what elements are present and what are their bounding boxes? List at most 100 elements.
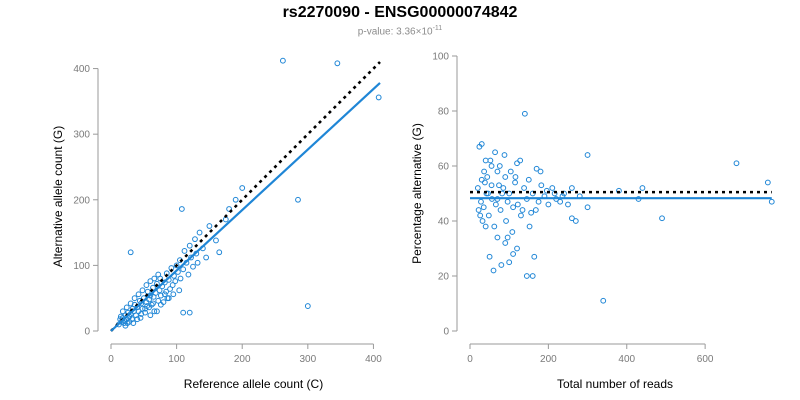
data-point [216, 249, 223, 256]
data-point [531, 253, 538, 260]
data-point [568, 185, 575, 191]
data-point [123, 304, 130, 311]
data-point [178, 206, 185, 212]
data-point [139, 287, 146, 294]
data-point [167, 286, 173, 292]
data-point [477, 212, 484, 219]
data-point [494, 234, 501, 241]
data-point [482, 157, 489, 164]
data-point [514, 245, 520, 252]
data-point [510, 204, 517, 211]
data-point [519, 207, 526, 213]
data-point [535, 198, 542, 205]
reference-line [110, 61, 381, 332]
subtitle-exponent: -11 [432, 25, 443, 32]
data-point [518, 212, 524, 219]
x-axis-label: Total number of reads [557, 377, 673, 391]
data-point [169, 282, 176, 288]
data-point [474, 185, 481, 191]
data-point [504, 234, 511, 241]
y-tick-label: 60 [438, 162, 450, 173]
data-point [119, 308, 126, 315]
x-tick-label: 200 [234, 354, 251, 365]
data-point [491, 223, 498, 230]
data-point [501, 152, 508, 158]
data-point [186, 309, 193, 316]
x-tick-label: 400 [618, 354, 635, 365]
data-point [157, 301, 164, 308]
y-tick-label: 40 [438, 217, 450, 228]
y-tick-label: 100 [73, 261, 90, 272]
data-point [532, 207, 539, 213]
data-point [304, 303, 311, 309]
data-point [521, 185, 527, 191]
data-point [177, 275, 184, 282]
data-point [137, 314, 144, 321]
data-point [279, 57, 286, 64]
data-point [151, 308, 158, 315]
data-point [131, 295, 138, 302]
data-point [538, 182, 545, 189]
data-point [155, 271, 162, 278]
data-point [154, 308, 160, 315]
data-point [192, 236, 198, 243]
data-point [529, 273, 536, 279]
data-point [500, 185, 507, 191]
y-tick-label: 200 [73, 195, 90, 206]
data-point [190, 263, 196, 270]
data-point [181, 248, 188, 254]
data-point [568, 215, 575, 222]
data-point [512, 174, 519, 180]
y-tick-label: 20 [438, 272, 450, 283]
y-tick-label: 0 [443, 327, 449, 338]
x-tick-label: 600 [697, 354, 714, 365]
data-point [176, 287, 183, 294]
data-point [533, 165, 540, 172]
data-point [733, 160, 740, 167]
data-point [543, 187, 550, 194]
data-point [659, 215, 665, 222]
x-tick-label: 400 [365, 354, 382, 365]
data-point [475, 207, 482, 213]
data-point [478, 198, 484, 205]
plot-panel-1: 0 100 200 300 400 0 100 200 300 400 Reference alle… [51, 57, 382, 391]
data-point [496, 163, 503, 169]
data-point [203, 254, 210, 261]
data-point [523, 273, 530, 279]
data-point [232, 196, 239, 203]
y-axis-label: Percentage alternative (G) [410, 123, 424, 264]
subtitle-prefix: p-value: 3.36×10 [357, 26, 433, 38]
data-point [494, 168, 501, 175]
data-point [503, 218, 509, 224]
data-point [139, 305, 146, 312]
data-point [134, 316, 141, 323]
data-point [481, 179, 488, 186]
data-point [584, 152, 591, 158]
data-point [485, 212, 492, 219]
fit-line [110, 82, 381, 332]
data-point [509, 229, 516, 235]
data-point [186, 242, 193, 249]
data-point [130, 320, 137, 327]
data-point [172, 278, 179, 285]
data-point [135, 291, 142, 298]
data-point [497, 207, 504, 213]
data-point [127, 300, 134, 307]
data-point [572, 218, 579, 224]
data-point [600, 297, 607, 304]
data-point [529, 190, 536, 197]
plot-panel-2: 0 200 400 600 0 20 40 60 80 100 Total number of re… [410, 52, 775, 391]
data-point [196, 229, 203, 236]
data-point [147, 278, 154, 285]
x-tick-label: 200 [540, 354, 557, 365]
data-point [295, 196, 301, 203]
data-point [156, 287, 163, 294]
data-point [492, 149, 498, 156]
data-point [496, 182, 502, 189]
y-tick-label: 0 [84, 327, 90, 338]
data-point [517, 157, 524, 164]
data-point [510, 251, 517, 257]
data-point [147, 312, 154, 319]
x-tick-label: 0 [108, 354, 114, 365]
